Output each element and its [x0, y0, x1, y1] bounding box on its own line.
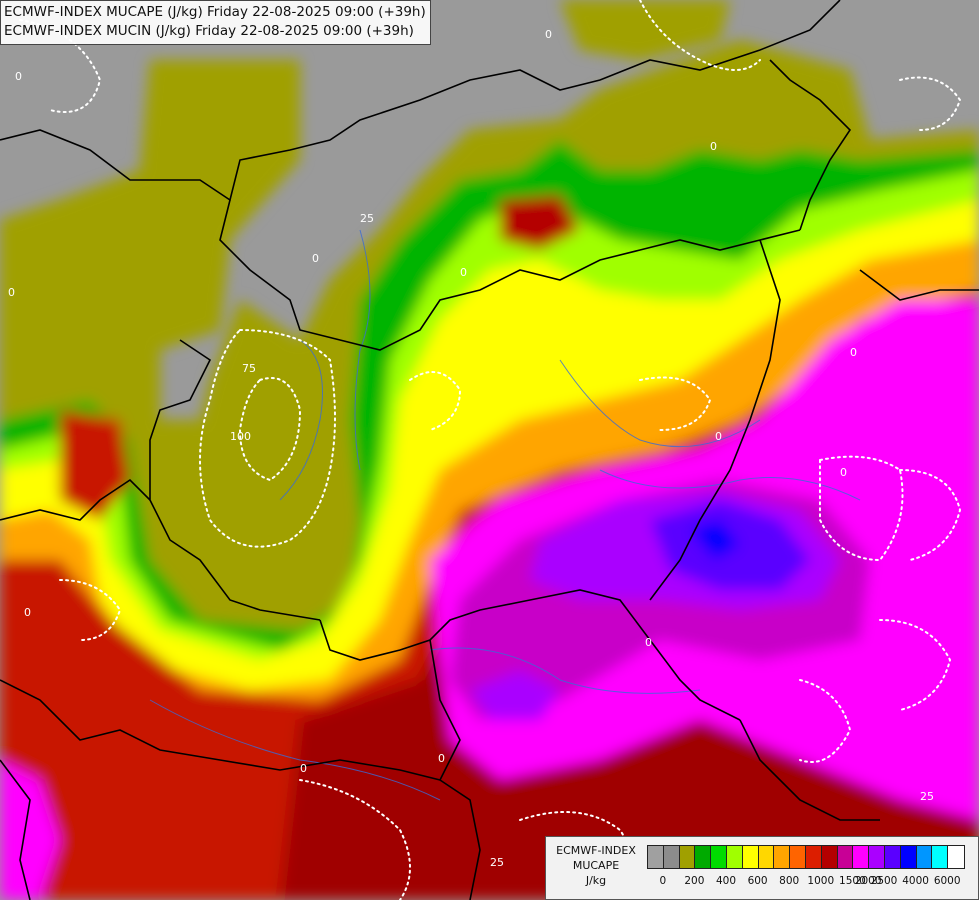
cape-band-purple-south [470, 670, 560, 720]
legend-swatch [837, 846, 854, 868]
border-11 [0, 759, 31, 900]
cin-contour-13 [409, 371, 462, 431]
cape-band-blue [690, 520, 740, 560]
border-9 [649, 239, 781, 601]
cin-contour-14 [639, 376, 712, 431]
cin-label: 25 [360, 212, 374, 225]
legend-title-variable: MUCAPE [572, 859, 620, 872]
legend-title: ECMWF-INDEX MUCAPE J/kg [550, 843, 642, 888]
river-1 [279, 339, 323, 501]
legend-swatch [774, 846, 791, 868]
cin-contour-11 [799, 679, 852, 763]
legend-swatch [900, 846, 917, 868]
legend-tick-label: 400 [715, 875, 737, 887]
cin-label: 0 [715, 430, 722, 443]
cin-contour-3 [819, 455, 904, 562]
river-2 [354, 229, 371, 471]
cin-contour-7 [519, 811, 631, 881]
cin-label: 0 [24, 606, 31, 619]
legend-tick-label: 600 [747, 875, 768, 887]
legend-swatch [932, 846, 949, 868]
cin-label: 75 [242, 362, 256, 375]
cin-label: 25 [490, 856, 504, 869]
cin-contour-6 [299, 779, 411, 900]
legend-tick-label: 0 [659, 875, 667, 887]
legend-tick-label: 4000 [902, 875, 929, 887]
cin-contour-5 [879, 619, 952, 711]
legend-tick-labels: 0 200 400 600 800 1000 1500 2000 2500 4000 6000 [647, 875, 967, 889]
border-10 [859, 269, 979, 301]
legend-tick-label: 2500 [870, 875, 898, 887]
legend-swatch [916, 846, 933, 868]
border-1 [0, 0, 841, 202]
cape-band-red-top [500, 195, 580, 250]
legend-swatch [648, 846, 664, 868]
cin-label: 0 [300, 762, 307, 775]
river-4 [429, 647, 701, 694]
cin-contour-10 [899, 76, 962, 131]
legend-swatch [695, 846, 712, 868]
legend-tick-label: 200 [684, 875, 705, 887]
cin-label: 25 [920, 790, 934, 803]
cin-label: 0 [312, 252, 319, 265]
cape-band-olive-left [0, 230, 120, 330]
legend-title-model: ECMWF-INDEX [556, 844, 636, 857]
legend-swatch [853, 846, 870, 868]
border-8 [0, 679, 441, 781]
colorbar-legend: ECMWF-INDEX MUCAPE J/kg 0 200 400 600 800 100… [545, 836, 979, 900]
legend-swatch [711, 846, 727, 868]
cin-label: 0 [460, 266, 467, 279]
legend-swatch [758, 846, 775, 868]
legend-tick-label: 6000 [933, 875, 961, 887]
border-3 [769, 59, 852, 231]
title-line-mucin: ECMWF-INDEX MUCIN (J/kg) Friday 22-08-20… [4, 23, 414, 39]
cin-label: 0 [840, 466, 847, 479]
river-6 [559, 359, 761, 448]
legend-swatch [884, 846, 901, 868]
cin-contour-4 [899, 469, 962, 561]
legend-swatch [663, 846, 680, 868]
border-5 [319, 589, 741, 721]
legend-color-bar [647, 845, 965, 869]
legend-swatch [869, 846, 885, 868]
cin-contour-2 [238, 377, 302, 482]
border-12 [739, 719, 880, 821]
border-2 [219, 199, 801, 351]
cin-label: 100 [230, 430, 251, 443]
cin-label: 0 [8, 286, 15, 299]
legend-tick-label: 1000 [807, 875, 835, 887]
rivers [149, 229, 861, 801]
river-5 [149, 699, 441, 801]
legend-swatch [948, 846, 964, 868]
legend-swatch [726, 846, 743, 868]
legend-units: J/kg [585, 874, 607, 887]
legend-tick-label: 2000 [854, 875, 882, 887]
border-7 [0, 478, 151, 521]
cape-band-olive-top [560, 0, 730, 60]
cin-contour-9 [639, 0, 761, 71]
title-line-mucape: ECMWF-INDEX MUCAPE (J/kg) Friday 22-08-2… [4, 4, 426, 20]
legend-swatch [742, 846, 759, 868]
cape-band-magenta-sw [0, 760, 60, 900]
legend-tick-label: 800 [779, 875, 800, 887]
legend-swatch [790, 846, 806, 868]
cin-contour-1 [199, 328, 336, 548]
legend-swatch [805, 846, 822, 868]
cin-label: 0 [545, 28, 552, 41]
river-3 [599, 469, 861, 501]
map-title: ECMWF-INDEX MUCAPE (J/kg) Friday 22-08-2… [0, 0, 431, 45]
cin-label: 0 [850, 346, 857, 359]
legend-tick-label: 1500 [839, 875, 866, 887]
legend-swatch [679, 846, 696, 868]
cin-label: 0 [438, 752, 445, 765]
legend-swatch [821, 846, 838, 868]
cin-label: 0 [710, 140, 717, 153]
cin-label: 0 [15, 70, 22, 83]
cin-contour-12 [59, 579, 122, 641]
cin-label: 0 [645, 636, 652, 649]
